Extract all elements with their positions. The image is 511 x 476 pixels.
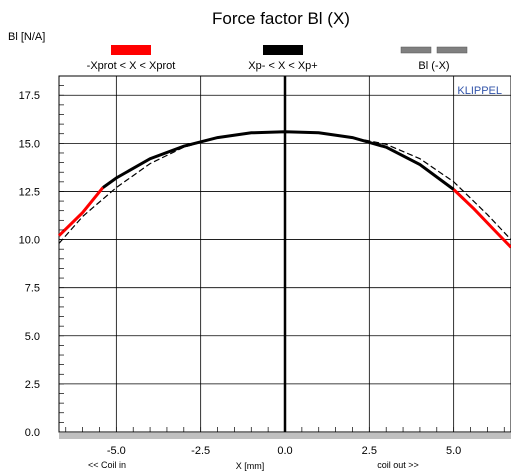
y-tick-label: 15.0 [19, 138, 40, 150]
y-tick-label: 12.5 [19, 186, 40, 198]
x-note-left: << Coil in [88, 460, 126, 470]
y-tick-label: 5.0 [25, 331, 40, 343]
chart-title: Force factor Bl (X) [212, 9, 350, 28]
grid [58, 75, 511, 439]
legend-swatch [400, 46, 432, 54]
series-xprot-left [57, 186, 105, 237]
legend-swatch [111, 45, 151, 55]
y-tick-label: 7.5 [25, 283, 40, 295]
y-tick-label: 2.5 [25, 379, 40, 391]
x-tick-label: 0.0 [277, 445, 292, 457]
watermark-klippel: KLIPPEL [457, 85, 502, 97]
x-axis-strip [59, 433, 511, 439]
y-tick-label: 17.5 [19, 90, 40, 102]
plot-area [57, 130, 511, 249]
legend-label: -Xprot < X < Xprot [87, 60, 176, 72]
x-tick-label: -5.0 [107, 445, 126, 457]
legend: -Xprot < X < Xprot Xp- < X < Xp+ Bl (-X) [87, 45, 468, 72]
legend-swatch [263, 45, 303, 55]
series-xprot-right [452, 188, 511, 249]
series-xp [102, 130, 455, 191]
x-tick-label: 5.0 [446, 445, 461, 457]
legend-label: Xp- < X < Xp+ [248, 60, 317, 72]
y-tick-label: 0.0 [25, 427, 40, 439]
legend-swatch [436, 46, 468, 54]
x-tick-label: -2.5 [191, 445, 210, 457]
axes: -5.0 -2.5 0.0 2.5 5.0 0.0 2.5 5.0 7.5 10.0 12.5 15.… [19, 85, 505, 457]
y-axis-label: Bl [N/A] [8, 31, 45, 43]
x-note-right: coil out >> [377, 460, 419, 470]
legend-label: Bl (-X) [418, 60, 449, 72]
x-axis-label: X [mm] [236, 461, 265, 471]
y-tick-label: 10.0 [19, 235, 40, 247]
x-tick-label: 2.5 [362, 445, 377, 457]
